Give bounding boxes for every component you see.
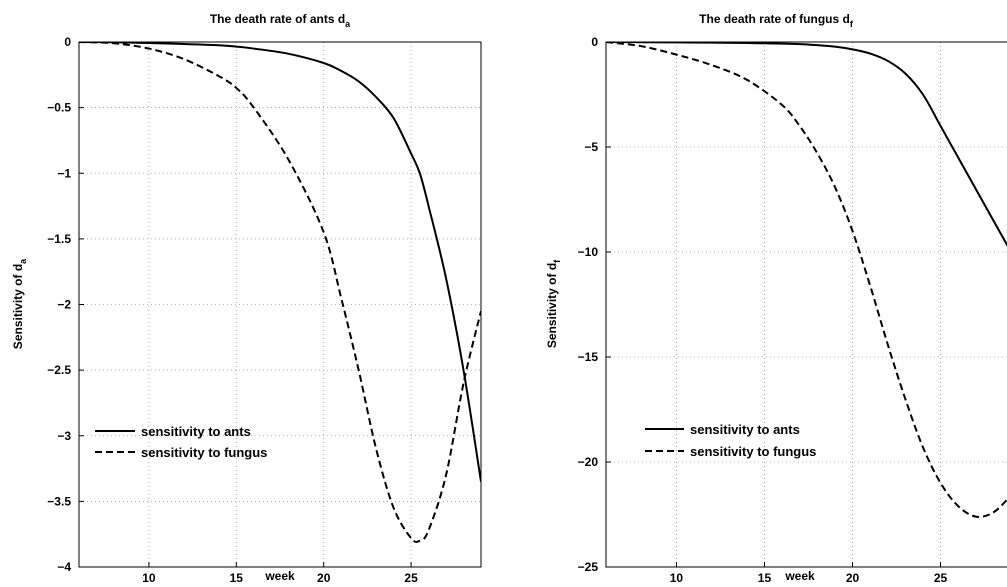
grid-left <box>79 42 481 567</box>
y-tick-label: −3.5 <box>47 494 71 508</box>
chart-title-left: The death rate of ants da <box>210 12 351 29</box>
x-axis-label-right: week <box>784 569 815 582</box>
y-tick-label: 0 <box>64 35 71 49</box>
grid-right <box>606 42 1007 567</box>
x-tick-label: 10 <box>142 571 156 582</box>
ticks-right: 10 15 20 25 0 −5 −10 −15 −20 −25 <box>578 35 948 585</box>
y-tick-label: −25 <box>578 560 599 574</box>
y-tick-label: −10 <box>578 245 599 259</box>
series-line-fungus <box>79 42 481 543</box>
x-tick-label: 10 <box>670 571 684 582</box>
x-axis-label-left: week <box>264 569 295 582</box>
legend-right: sensitivity to ants sensitivity to fungu… <box>645 422 816 459</box>
series-line-ants <box>79 42 481 482</box>
y-tick-label: −3 <box>57 429 71 443</box>
ticks-left: 10 15 20 25 0 −0.5 −1 −1.5 −2 −2.5 −3 −3.5 −4 <box>47 35 418 585</box>
y-tick-label: −20 <box>578 455 599 469</box>
y-tick-label: −5 <box>584 140 598 154</box>
x-tick-label: 15 <box>230 571 244 582</box>
series-line-ants <box>606 42 1007 247</box>
legend-label-ants-left: sensitivity to ants <box>141 424 251 439</box>
y-tick-label: −2.5 <box>47 363 71 377</box>
y-tick-label: −1.5 <box>47 232 71 246</box>
legend-label-fungus-left: sensitivity to fungus <box>141 445 267 460</box>
x-tick-label: 25 <box>934 571 948 582</box>
chart-left: 10 15 20 25 0 −0.5 −1 −1.5 −2 −2.5 −3 −3.5 −4 The de… <box>11 12 482 585</box>
y-tick-label: 0 <box>591 35 598 49</box>
y-axis-label-right: Sensitivity of df <box>545 259 562 348</box>
chart-right: 10 15 20 25 0 −5 −10 −15 −20 −25 The death rate o… <box>545 12 1007 585</box>
plot-frame-right <box>605 41 1007 568</box>
y-tick-label: −4 <box>57 560 71 574</box>
x-tick-label: 25 <box>404 571 418 582</box>
y-axis-label-left: Sensitivity of da <box>11 258 28 349</box>
x-tick-label: 15 <box>758 571 772 582</box>
chart-title-right: The death rate of fungus df <box>699 12 854 29</box>
series-line-fungus <box>606 42 1007 518</box>
curves-left <box>79 42 481 543</box>
x-tick-label: 20 <box>317 571 331 582</box>
legend-left: sensitivity to ants sensitivity to fungu… <box>95 424 267 460</box>
y-tick-label: −2 <box>57 298 71 312</box>
legend-label-ants-right: sensitivity to ants <box>690 422 800 437</box>
x-tick-label: 20 <box>846 571 860 582</box>
y-tick-label: −1 <box>57 166 71 180</box>
y-tick-label: −15 <box>578 350 599 364</box>
curves-right <box>606 42 1007 518</box>
legend-label-fungus-right: sensitivity to fungus <box>690 444 816 459</box>
y-tick-label: −0.5 <box>47 101 71 115</box>
